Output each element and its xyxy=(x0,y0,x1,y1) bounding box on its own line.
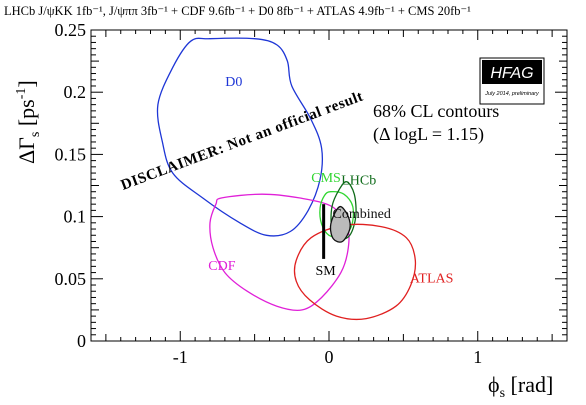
hfag-logo: HFAG July 2014, preliminary xyxy=(479,57,545,105)
contour-d0 xyxy=(156,37,324,237)
y-tick-label: 0 xyxy=(77,331,86,351)
y-tick-label: 0.25 xyxy=(55,20,87,40)
x-tick-label: -1 xyxy=(173,347,188,367)
y-tick-label: 0.2 xyxy=(64,82,87,102)
contour-labels: D0 CDF CMS LHCb ATLAS Combined xyxy=(208,75,453,287)
contour-label-cms: CMS xyxy=(311,171,341,186)
y-tick-label: 0.05 xyxy=(55,269,87,289)
x-axis-label: ϕs [rad] xyxy=(488,372,553,400)
contour-label-d0: D0 xyxy=(225,75,242,90)
contour-label-combined: Combined xyxy=(333,207,391,222)
x-axis-ticks: -1 0 1 xyxy=(90,30,568,367)
contour-series xyxy=(156,37,417,321)
cl-label-line1: 68% CL contours xyxy=(373,101,499,121)
x-tick-label: 0 xyxy=(325,347,334,367)
y-axis-ticks: 0 0.05 0.1 0.15 0.2 0.25 xyxy=(55,20,567,351)
sm-label: SM xyxy=(316,264,337,279)
cl-label-line2: (Δ logL = 1.15) xyxy=(373,124,484,145)
contour-label-lhcb: LHCb xyxy=(341,173,376,188)
y-tick-label: 0.15 xyxy=(55,144,87,164)
hfag-logo-dark-band xyxy=(482,60,542,84)
x-tick-label: 1 xyxy=(473,347,482,367)
sm-point-group: SM xyxy=(316,204,337,279)
contour-combined xyxy=(329,205,351,243)
x-axis-label-sub: s xyxy=(500,386,505,400)
y-tick-label: 0.1 xyxy=(64,207,87,227)
contour-cdf xyxy=(209,193,350,312)
hfag-logo-title: HFAG xyxy=(490,65,533,82)
header-text: LHCb J/ψKK 1fb⁻¹, J/ψππ 3fb⁻¹ + CDF 9.6f… xyxy=(4,4,471,18)
contour-label-atlas: ATLAS xyxy=(410,272,454,287)
y-axis-label: ΔΓs [ps-1] xyxy=(14,80,43,164)
contour-label-cdf: CDF xyxy=(208,259,235,274)
hfag-logo-subtitle: July 2014, preliminary xyxy=(484,91,540,97)
